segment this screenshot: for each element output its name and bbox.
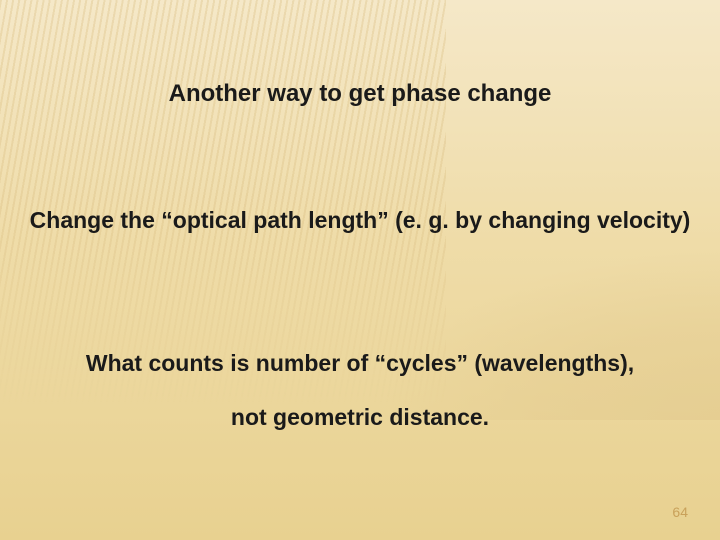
slide-title: Another way to get phase change bbox=[0, 80, 720, 108]
body-line-2: What counts is number of “cycles” (wavel… bbox=[0, 350, 720, 377]
slide: Another way to get phase change Change t… bbox=[0, 0, 720, 540]
page-number: 64 bbox=[672, 504, 688, 520]
body-line-3: not geometric distance. bbox=[0, 404, 720, 431]
body-line-1: Change the “optical path length” (e. g. … bbox=[0, 206, 720, 235]
slide-content: Another way to get phase change Change t… bbox=[0, 0, 720, 540]
